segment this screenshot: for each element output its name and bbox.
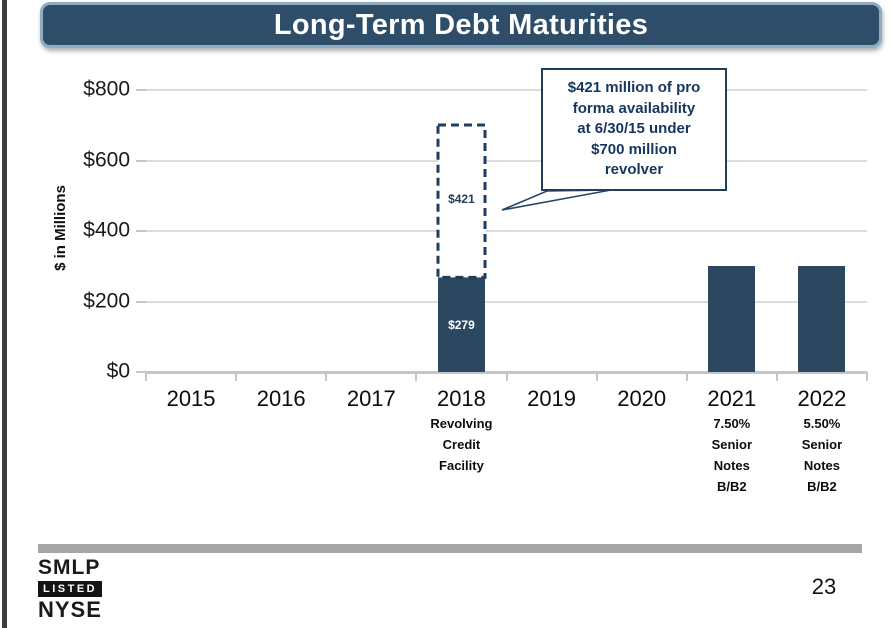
category-label: 2015 [166,386,216,411]
x-axis-tick [775,372,778,381]
category-label: 2019 [527,386,577,411]
revolver-availability-callout: $421 million of pro forma availability a… [541,68,727,191]
x-axis-tick [235,372,238,381]
x-axis-tick [595,372,598,381]
category-label: 2021 [707,386,757,411]
gridline [146,300,867,303]
x-axis-tick [505,372,508,381]
gridline [146,230,867,232]
bar [798,266,846,372]
category-label: 2020 [617,386,667,411]
x-axis-tick [685,372,688,381]
logo-exchange: NYSE [38,597,102,622]
category-sublabel: 7.50% Senior Notes B/B2 [711,416,753,494]
y-tick-label: $400 [83,218,130,242]
bar [708,266,756,372]
slide-title: Long-Term Debt Maturities [273,8,649,41]
bar-value-label: $279 [448,317,475,332]
y-axis-tick [136,159,146,162]
x-axis-tick [325,372,328,381]
y-axis-tick [136,89,146,91]
category-label: 2022 [797,386,847,411]
category-label: 2017 [346,386,396,411]
category-label: 2018 [436,386,486,411]
category-label: 2016 [256,386,306,411]
logo-listed-badge: LISTED [38,581,103,597]
x-axis-tick [415,372,418,381]
slide-title-bar: Long-Term Debt Maturities [40,2,882,48]
category-sublabel: 5.50% Senior Notes B/B2 [801,416,843,494]
revolver-availability-callout-text: $421 million of pro forma availability a… [567,79,701,178]
y-axis-tick [136,371,146,373]
gridline [146,89,867,91]
y-tick-label: $200 [83,289,130,313]
y-axis-title: $ in Millions [52,185,69,271]
x-axis-tick [145,372,147,381]
gridline [146,159,867,162]
y-axis-tick [136,230,146,232]
y-tick-label: $600 [83,148,130,172]
footer-divider [38,544,862,553]
category-sublabel: Revolving Credit Facility [430,416,493,473]
dashed-availability-bar [436,123,487,280]
window-edge-line [2,0,7,628]
page-number: 23 [811,574,837,599]
bar-value-label: $421 [448,192,475,207]
y-tick-label: $0 [106,359,130,383]
bar [437,273,485,372]
y-axis-tick [136,300,146,303]
x-axis-tick [866,372,868,381]
y-tick-label: $800 [83,77,130,101]
nyse-listed-logo: SMLP LISTED NYSE [38,556,103,622]
logo-ticker: SMLP [38,556,101,579]
